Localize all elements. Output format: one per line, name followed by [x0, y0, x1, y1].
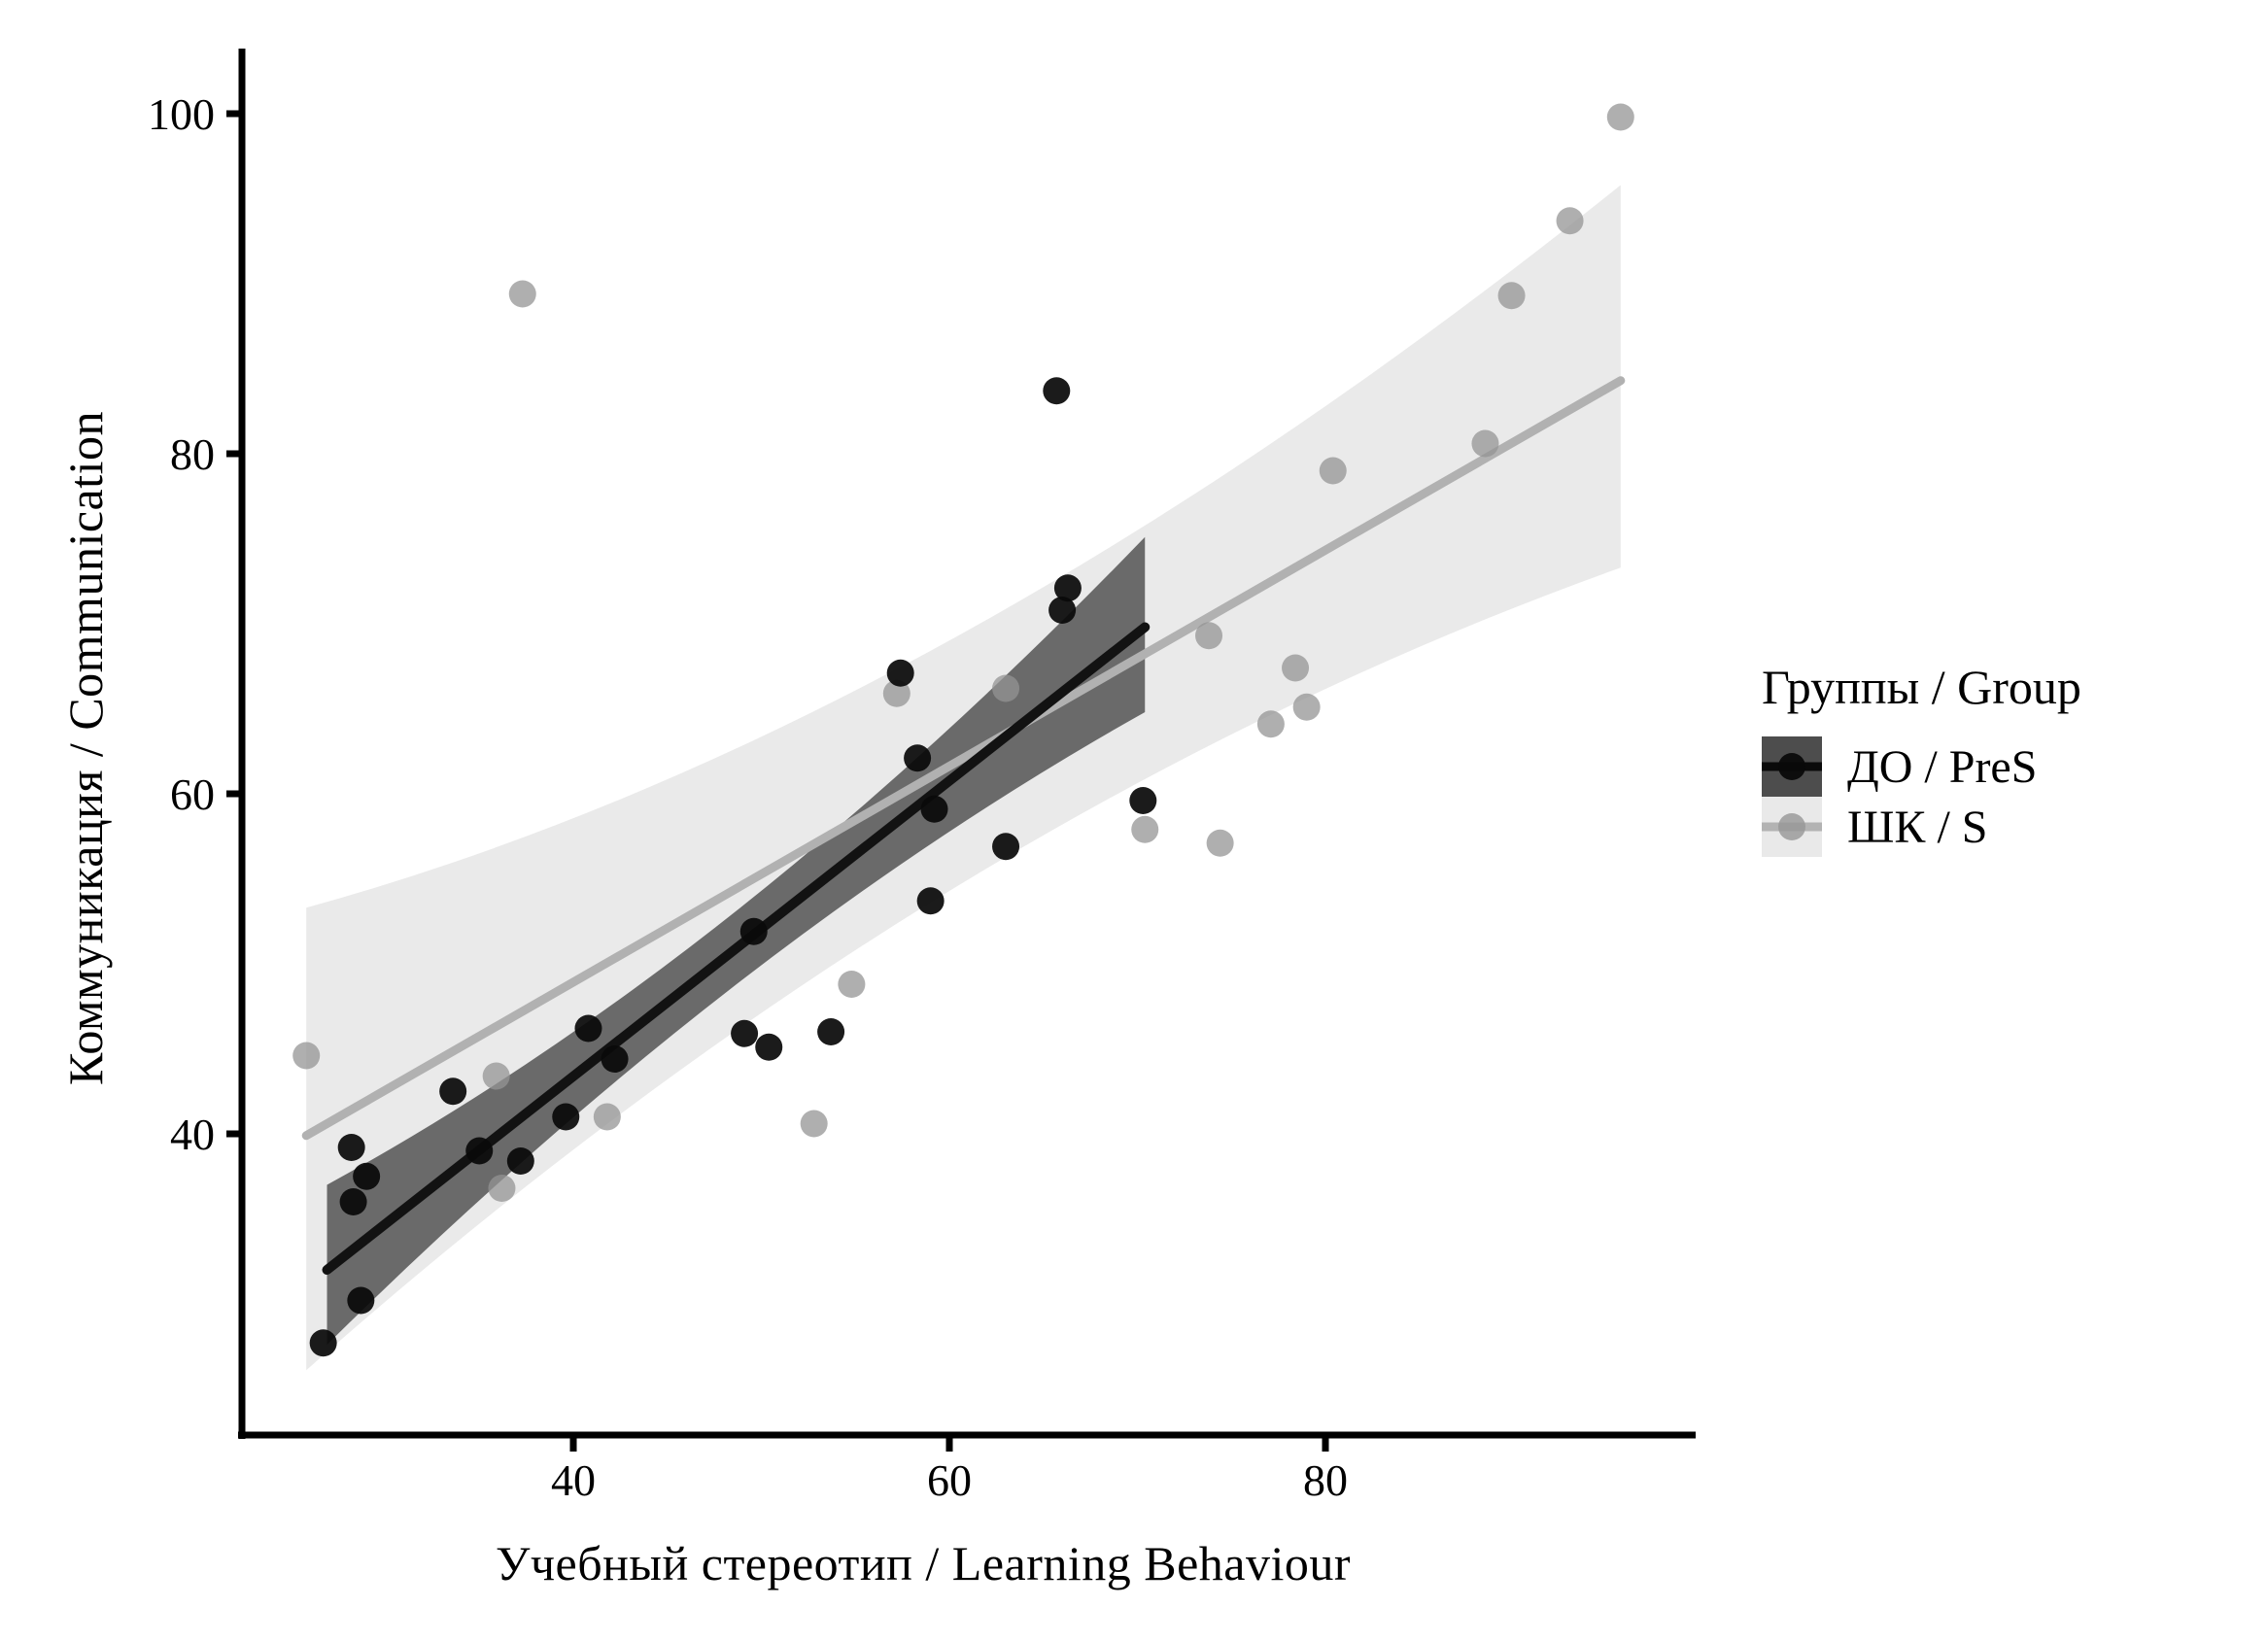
data-point-shk — [1131, 815, 1159, 843]
data-point-do — [920, 795, 948, 823]
data-point-do — [886, 659, 914, 687]
legend: Группы / Group ДО / PreS ШК / S — [1762, 659, 2081, 857]
data-point-shk — [1195, 622, 1223, 650]
y-tick-label: 100 — [148, 89, 215, 139]
data-point-shk — [1497, 282, 1526, 310]
data-point-shk — [1556, 207, 1584, 235]
data-point-do — [439, 1077, 467, 1106]
legend-entries: ДО / PreS ШК / S — [1762, 736, 2081, 857]
data-point-shk — [1606, 103, 1634, 131]
data-point-do — [465, 1137, 494, 1165]
regression-line-do — [322, 622, 1151, 1275]
data-point-shk — [482, 1062, 510, 1090]
data-point-do — [1048, 597, 1077, 624]
data-point-do — [339, 1188, 367, 1215]
data-point-do — [755, 1033, 783, 1061]
data-point-do — [601, 1045, 629, 1073]
x-tick-label: 60 — [927, 1455, 972, 1505]
data-point-do — [353, 1162, 381, 1190]
data-point-do — [992, 833, 1020, 861]
data-point-shk — [1206, 829, 1234, 857]
legend-title: Группы / Group — [1762, 660, 2081, 714]
data-point-shk — [838, 971, 866, 998]
data-point-do — [1129, 787, 1157, 814]
data-point-do — [1043, 377, 1071, 405]
y-tick-label: 60 — [170, 769, 215, 819]
data-point-do — [904, 744, 932, 772]
data-point-do — [347, 1286, 375, 1315]
data-point-shk — [292, 1042, 321, 1070]
data-point-do — [574, 1014, 602, 1043]
data-point-do — [731, 1019, 759, 1047]
y-tick-label: 40 — [170, 1110, 215, 1159]
data-point-do — [916, 887, 945, 915]
data-point-do — [506, 1147, 534, 1175]
legend-key-shk — [1762, 797, 1822, 857]
y-tick-label: 80 — [170, 429, 215, 479]
data-point-shk — [882, 679, 911, 707]
data-point-shk — [488, 1175, 516, 1202]
x-tick-label: 40 — [551, 1455, 596, 1505]
legend-entry-label: ДО / PreS — [1847, 740, 2038, 793]
y-axis-title: Коммуникация / Communication — [58, 410, 113, 1086]
x-tick-label: 80 — [1303, 1455, 1348, 1505]
data-point-shk — [1282, 654, 1310, 682]
data-point-shk — [508, 280, 536, 308]
data-point-do — [1053, 574, 1082, 602]
regression-line-shk — [301, 376, 1626, 1141]
data-point-do — [739, 917, 768, 945]
data-point-shk — [1256, 710, 1285, 738]
data-point-shk — [1292, 693, 1321, 721]
data-point-shk — [800, 1110, 828, 1138]
data-point-shk — [1471, 429, 1499, 458]
legend-entry: ДО / PreS — [1762, 736, 2081, 797]
data-point-shk — [992, 674, 1020, 702]
data-point-do — [552, 1103, 580, 1131]
data-point-do — [309, 1329, 337, 1357]
data-point-do — [817, 1018, 845, 1045]
data-point-shk — [593, 1103, 621, 1131]
legend-entry-label: ШК / S — [1847, 801, 1988, 853]
legend-key-do — [1762, 736, 1822, 797]
ci-band-do — [326, 536, 1146, 1345]
legend-entry: ШК / S — [1762, 797, 2081, 857]
data-point-shk — [1319, 457, 1347, 485]
data-point-do — [337, 1134, 365, 1161]
x-axis-title: Учебный стереотип / Learning Behaviour — [495, 1536, 1352, 1590]
